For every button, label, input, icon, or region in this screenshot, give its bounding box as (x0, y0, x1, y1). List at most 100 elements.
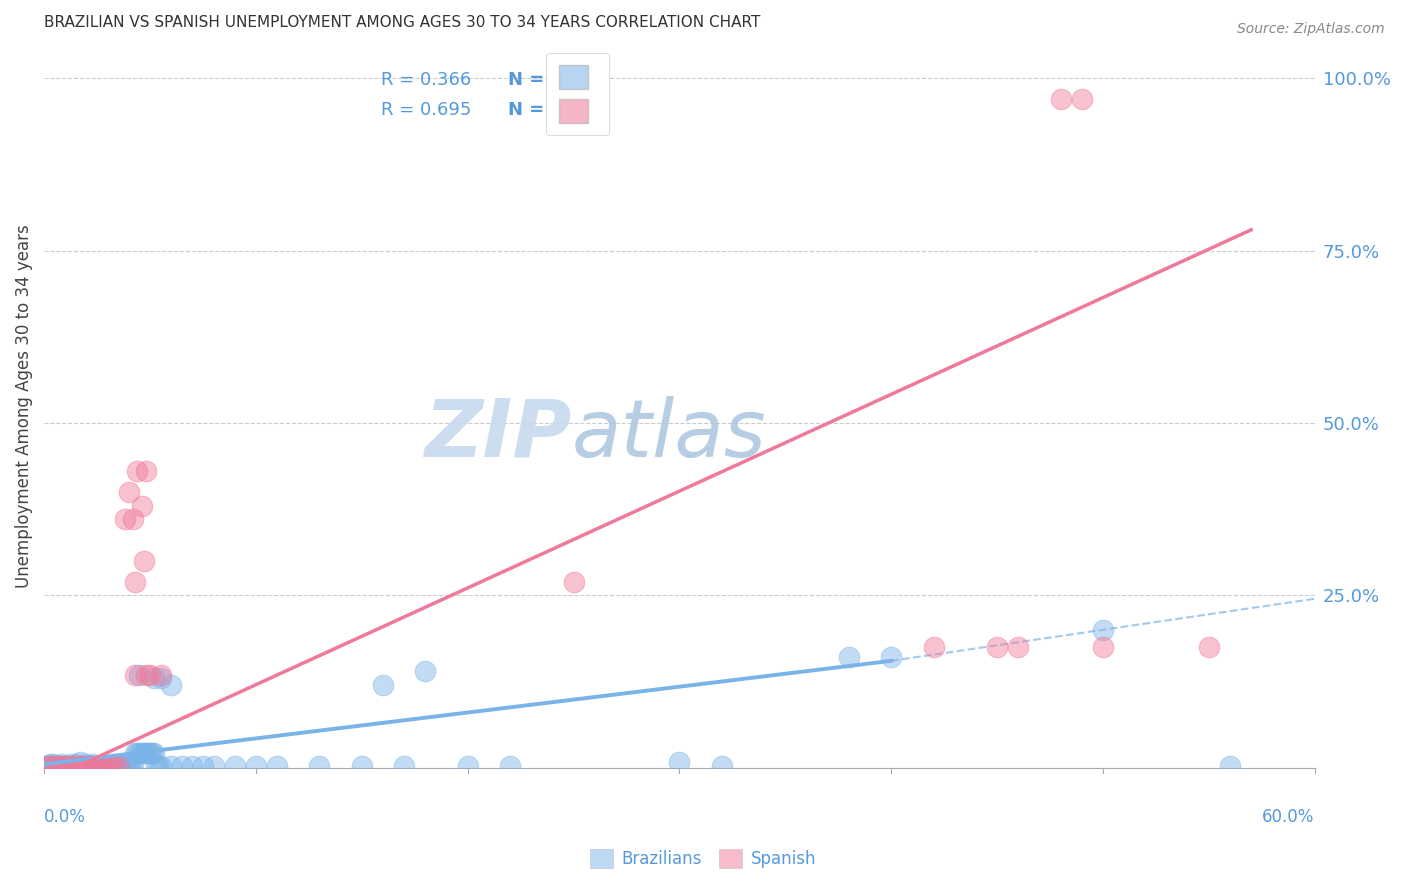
Point (45, 758, 67, 772)
Point (1091, 623, 1114, 637)
Point (82, 757, 104, 772)
Point (35, 758, 58, 772)
Point (114, 512, 136, 526)
Point (66, 758, 89, 772)
Point (308, 758, 330, 772)
Point (89, 758, 111, 772)
Point (132, 746, 155, 760)
Text: 60.0%: 60.0% (1263, 807, 1315, 825)
Point (135, 667, 157, 681)
Point (82, 758, 104, 772)
Point (122, 512, 145, 526)
Point (44, 758, 66, 772)
Point (58, 757, 80, 772)
Point (37, 758, 59, 772)
Point (148, 758, 170, 772)
Point (114, 758, 136, 772)
Point (35, 758, 58, 772)
Point (65, 758, 87, 772)
Point (124, 746, 146, 760)
Point (149, 758, 172, 772)
Point (107, 758, 129, 772)
Point (191, 758, 214, 772)
Point (139, 746, 162, 760)
Point (120, 758, 142, 772)
Point (48, 758, 70, 772)
Point (118, 484, 141, 499)
Point (97, 758, 120, 772)
Point (39, 757, 62, 772)
Point (110, 758, 132, 772)
Point (392, 758, 415, 772)
Point (1070, 92, 1092, 106)
Point (115, 758, 138, 772)
Point (73, 758, 96, 772)
Point (41, 757, 63, 772)
Point (145, 758, 167, 772)
Point (149, 667, 172, 681)
Point (128, 746, 150, 760)
Point (127, 746, 149, 760)
Point (39, 758, 62, 772)
Point (245, 758, 267, 772)
Point (44, 758, 66, 772)
Point (139, 667, 162, 681)
Point (75, 757, 97, 772)
Text: BRAZILIAN VS SPANISH UNEMPLOYMENT AMONG AGES 30 TO 34 YEARS CORRELATION CHART: BRAZILIAN VS SPANISH UNEMPLOYMENT AMONG … (44, 15, 761, 30)
Point (149, 671, 172, 685)
Point (70, 758, 93, 772)
Text: N = 80: N = 80 (508, 70, 575, 89)
Point (838, 650, 860, 665)
Point (62, 758, 84, 772)
Point (69, 758, 91, 772)
Point (65, 757, 87, 772)
Text: R = 0.366: R = 0.366 (381, 70, 471, 89)
Point (710, 758, 733, 772)
Point (141, 746, 163, 760)
Point (562, 574, 585, 589)
Point (668, 755, 690, 769)
Point (127, 464, 149, 478)
Point (122, 758, 145, 772)
Y-axis label: Unemployment Among Ages 30 to 34 years: Unemployment Among Ages 30 to 34 years (15, 224, 32, 588)
Point (111, 758, 134, 772)
Point (93, 758, 115, 772)
Legend: Brazilians, Spanish: Brazilians, Spanish (583, 842, 823, 875)
Point (457, 758, 479, 772)
Point (69, 755, 91, 769)
Point (98, 758, 121, 772)
Point (103, 758, 125, 772)
Point (48, 758, 70, 772)
Point (131, 746, 153, 760)
Point (413, 664, 436, 678)
Point (160, 758, 183, 772)
Point (60, 758, 83, 772)
Point (143, 746, 166, 760)
Point (60, 758, 83, 772)
Point (350, 758, 373, 772)
Point (49, 757, 72, 772)
Text: atlas: atlas (571, 396, 766, 474)
Point (98, 758, 121, 772)
Text: Source: ZipAtlas.com: Source: ZipAtlas.com (1237, 22, 1385, 37)
Point (77, 758, 100, 772)
Point (84, 758, 107, 772)
Point (86, 758, 108, 772)
Point (90, 758, 112, 772)
Point (181, 758, 204, 772)
Point (101, 758, 124, 772)
Point (128, 667, 150, 681)
Legend: , : , (546, 53, 609, 136)
Point (499, 758, 522, 772)
Point (53, 758, 76, 772)
Point (56, 758, 79, 772)
Point (132, 554, 155, 568)
Point (1007, 640, 1029, 654)
Point (1049, 92, 1071, 106)
Point (266, 758, 288, 772)
Point (202, 758, 225, 772)
Point (135, 746, 157, 760)
Point (103, 758, 125, 772)
Point (124, 574, 146, 589)
Text: R = 0.695: R = 0.695 (381, 102, 471, 120)
